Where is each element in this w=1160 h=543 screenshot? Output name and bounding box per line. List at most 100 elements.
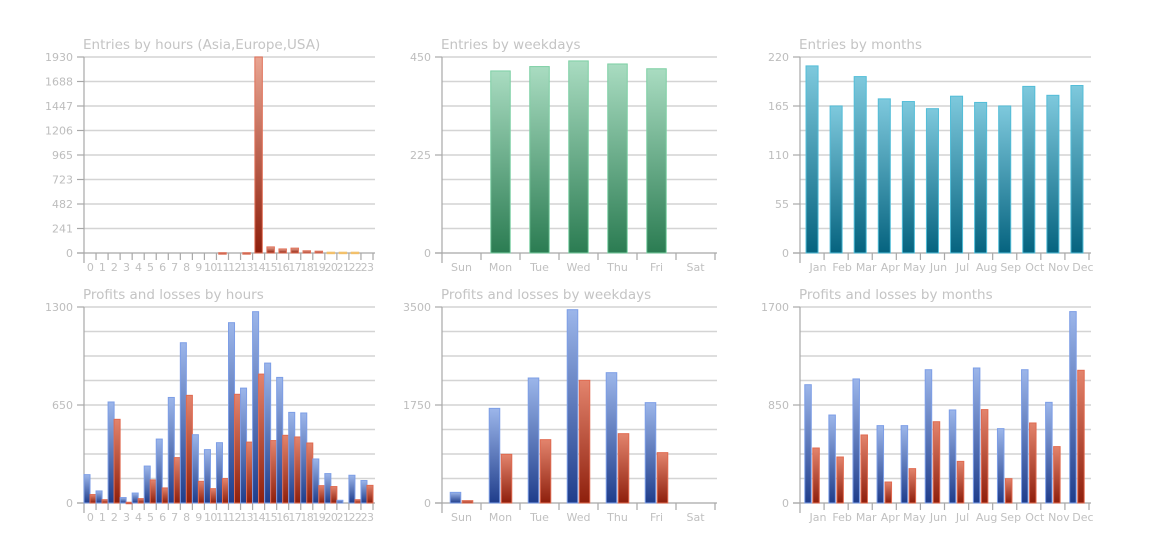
x-tick-label: Nov <box>1048 511 1070 524</box>
bar-profit <box>228 322 236 504</box>
x-tick-label: Mon <box>489 511 512 524</box>
chart-entries-by-months: 0 55 110 165 220 Jan Feb Mar Apr May Jun Jul Aug Sep O… <box>768 37 1094 274</box>
bar <box>950 95 964 254</box>
x-tick-label: Jan <box>809 261 827 274</box>
x-tick-label: Jun <box>929 261 947 274</box>
x-tick-label: Dec <box>1072 511 1093 524</box>
y-tick-label: 0 <box>424 497 431 510</box>
bar <box>925 108 939 254</box>
x-tick-label: 14 <box>252 511 265 524</box>
bar <box>974 101 988 254</box>
bar-profit <box>804 384 812 504</box>
bar-profit <box>288 411 296 504</box>
bar-loss <box>197 480 205 504</box>
x-tick-label: Wed <box>567 511 591 524</box>
x-tick-label: 13 <box>240 511 253 524</box>
bar <box>998 105 1012 254</box>
chart-title: Profits and losses by weekdays <box>441 287 651 303</box>
y-tick-label: 650 <box>52 399 73 412</box>
bar-loss <box>461 500 474 504</box>
bar-loss <box>282 434 290 504</box>
bar-profit <box>948 409 957 504</box>
x-tick-label: Sep <box>1000 511 1021 524</box>
bar-loss <box>932 421 941 504</box>
y-tick-label: 450 <box>410 51 431 64</box>
bar-loss <box>860 434 868 504</box>
x-tick-label: 10 <box>204 511 217 524</box>
bar-profit <box>312 458 320 504</box>
bar-profit <box>644 402 657 504</box>
x-tick-label: Dec <box>1072 261 1093 274</box>
x-tick-label: 20 <box>324 511 337 524</box>
x-tick-label: Thu <box>606 261 628 274</box>
x-tick-label: Feb <box>832 261 851 274</box>
bar-profit <box>276 376 284 504</box>
bar-profit <box>527 377 540 504</box>
bar-loss <box>113 418 121 504</box>
x-tick-label: 7 <box>171 261 178 274</box>
bar-loss <box>306 442 314 504</box>
x-tick-label: 5 <box>147 261 154 274</box>
bar-loss <box>330 486 338 504</box>
x-tick-label: Oct <box>1025 261 1045 274</box>
x-tick-label: 16 <box>276 261 289 274</box>
chart-title: Profits and losses by months <box>799 287 993 303</box>
bar-profit <box>143 465 151 504</box>
bar-loss <box>812 447 820 504</box>
bar-loss <box>149 479 157 504</box>
chart-title: Profits and losses by hours <box>83 287 264 303</box>
x-tick-label: Sun <box>451 511 472 524</box>
y-tick-label: 723 <box>52 174 73 187</box>
x-tick-label: 21 <box>336 261 349 274</box>
bar-profit <box>83 474 91 504</box>
x-tick-label: 13 <box>240 261 253 274</box>
x-tick-label: Sat <box>686 261 705 274</box>
x-tick-label: May <box>903 511 926 524</box>
x-tick-label: 4 <box>135 511 142 524</box>
x-tick-label: 17 <box>288 261 301 274</box>
y-tick-label: 165 <box>768 100 789 113</box>
x-tick-label: Jul <box>955 511 969 524</box>
bar-profit <box>900 425 909 504</box>
bar-profit <box>605 372 618 504</box>
bar-loss <box>185 394 193 504</box>
bar-loss <box>956 460 965 504</box>
bar-profit <box>488 407 501 504</box>
x-tick-label: Sep <box>1000 261 1021 274</box>
bar-profit <box>828 414 836 504</box>
x-tick-label: 10 <box>204 261 217 274</box>
x-tick-label: Wed <box>567 261 591 274</box>
x-tick-label: 17 <box>288 511 301 524</box>
bar-profit <box>240 387 248 504</box>
x-tick-label: 15 <box>264 261 277 274</box>
bar-profit <box>972 367 981 504</box>
bar-profit <box>252 311 260 504</box>
x-tick-label: Oct <box>1025 511 1045 524</box>
y-tick-label: 0 <box>424 247 431 260</box>
x-tick-label: Mon <box>489 261 512 274</box>
bar <box>901 101 915 254</box>
bar-loss <box>500 453 513 504</box>
bar <box>314 250 324 254</box>
x-tick-label: Jan <box>809 511 827 524</box>
bar-loss <box>125 501 133 505</box>
bar-loss <box>1004 478 1013 504</box>
x-tick-label: Mar <box>856 511 877 524</box>
bar-profit <box>215 442 223 504</box>
chart-profits-losses-by-weekdays: 0 1750 3500 Sun Mon Tue Wed Thu Fri Sat Profits an… <box>403 287 717 524</box>
bar-profit <box>300 412 308 504</box>
y-tick-label: 1447 <box>45 100 73 113</box>
x-tick-label: 6 <box>159 511 166 524</box>
bar-loss <box>1053 446 1061 504</box>
bar <box>568 60 589 254</box>
bar <box>877 98 891 254</box>
bar-profit <box>924 369 933 504</box>
y-tick-label: 0 <box>66 247 73 260</box>
x-tick-label: 9 <box>195 261 202 274</box>
bar-profit <box>155 438 163 504</box>
bar <box>805 65 819 254</box>
bar-profit <box>167 396 175 504</box>
bar <box>529 66 550 254</box>
x-tick-label: 3 <box>123 261 130 274</box>
